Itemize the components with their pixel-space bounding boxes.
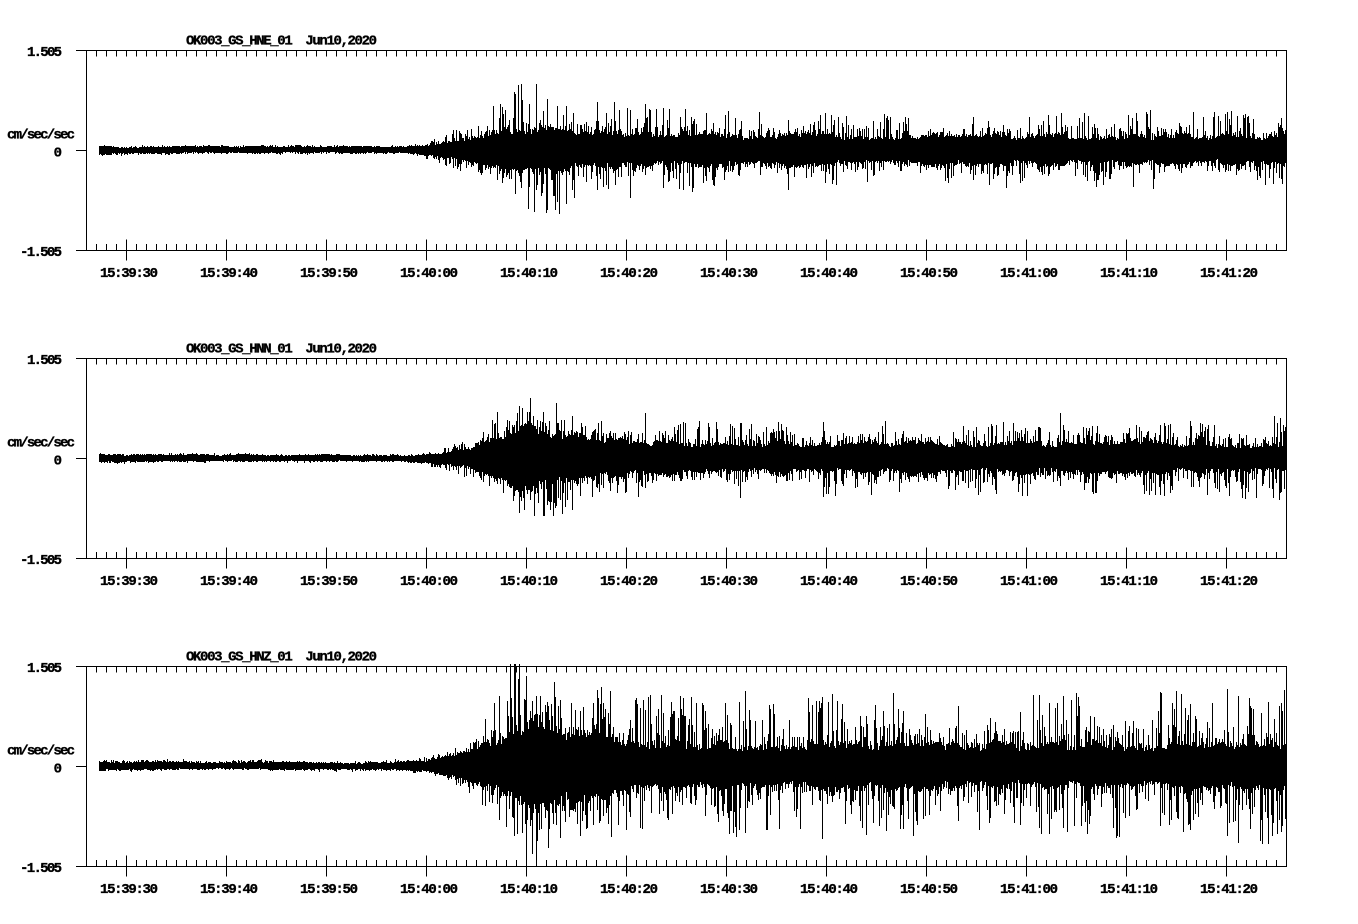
- svg-text:-1.505: -1.505: [20, 245, 62, 261]
- svg-text:15:40:00: 15:40:00: [400, 882, 458, 898]
- svg-text:15:39:30: 15:39:30: [100, 574, 158, 590]
- svg-text:15:40:40: 15:40:40: [800, 266, 858, 282]
- svg-text:1.505: 1.505: [27, 661, 62, 677]
- svg-text:15:41:00: 15:41:00: [1000, 882, 1058, 898]
- svg-text:cm/sec/sec: cm/sec/sec: [7, 436, 75, 452]
- svg-text:15:41:10: 15:41:10: [1100, 882, 1158, 898]
- svg-text:cm/sec/sec: cm/sec/sec: [7, 744, 75, 760]
- svg-text:15:41:00: 15:41:00: [1000, 266, 1058, 282]
- svg-text:15:41:20: 15:41:20: [1200, 574, 1258, 590]
- svg-text:15:40:10: 15:40:10: [500, 266, 558, 282]
- svg-text:15:41:20: 15:41:20: [1200, 882, 1258, 898]
- svg-text:cm/sec/sec: cm/sec/sec: [7, 128, 75, 144]
- svg-text:15:39:40: 15:39:40: [200, 266, 258, 282]
- svg-text:OK003_GS_HNZ_01 Jun10,2020: OK003_GS_HNZ_01 Jun10,2020: [186, 650, 377, 666]
- svg-text:15:40:20: 15:40:20: [600, 266, 658, 282]
- svg-text:15:40:30: 15:40:30: [700, 882, 758, 898]
- svg-text:15:40:00: 15:40:00: [400, 574, 458, 590]
- svg-text:15:40:30: 15:40:30: [700, 574, 758, 590]
- svg-text:OK003_GS_HNN_01 Jun10,2020: OK003_GS_HNN_01 Jun10,2020: [186, 342, 377, 358]
- svg-text:15:39:50: 15:39:50: [300, 266, 358, 282]
- svg-text:-1.505: -1.505: [20, 553, 62, 569]
- svg-text:15:40:40: 15:40:40: [800, 882, 858, 898]
- svg-text:OK003_GS_HNE_01 Jun10,2020: OK003_GS_HNE_01 Jun10,2020: [186, 34, 377, 50]
- svg-text:0: 0: [54, 146, 62, 162]
- svg-text:15:39:40: 15:39:40: [200, 882, 258, 898]
- svg-text:15:39:30: 15:39:30: [100, 882, 158, 898]
- svg-text:15:40:20: 15:40:20: [600, 574, 658, 590]
- svg-text:15:39:50: 15:39:50: [300, 882, 358, 898]
- svg-text:15:40:20: 15:40:20: [600, 882, 658, 898]
- svg-text:1.505: 1.505: [27, 353, 62, 369]
- svg-text:15:39:40: 15:39:40: [200, 574, 258, 590]
- svg-text:0: 0: [54, 454, 62, 470]
- svg-text:15:40:10: 15:40:10: [500, 882, 558, 898]
- svg-text:15:40:50: 15:40:50: [900, 882, 958, 898]
- svg-text:15:40:30: 15:40:30: [700, 266, 758, 282]
- svg-text:15:41:10: 15:41:10: [1100, 574, 1158, 590]
- svg-text:-1.505: -1.505: [20, 861, 62, 877]
- svg-text:15:40:40: 15:40:40: [800, 574, 858, 590]
- svg-text:15:40:50: 15:40:50: [900, 266, 958, 282]
- svg-text:15:40:10: 15:40:10: [500, 574, 558, 590]
- svg-text:15:39:50: 15:39:50: [300, 574, 358, 590]
- svg-text:15:40:50: 15:40:50: [900, 574, 958, 590]
- svg-text:15:41:10: 15:41:10: [1100, 266, 1158, 282]
- svg-text:15:40:00: 15:40:00: [400, 266, 458, 282]
- svg-text:15:41:20: 15:41:20: [1200, 266, 1258, 282]
- svg-text:15:39:30: 15:39:30: [100, 266, 158, 282]
- svg-text:1.505: 1.505: [27, 45, 62, 61]
- svg-text:15:41:00: 15:41:00: [1000, 574, 1058, 590]
- svg-text:0: 0: [54, 762, 62, 778]
